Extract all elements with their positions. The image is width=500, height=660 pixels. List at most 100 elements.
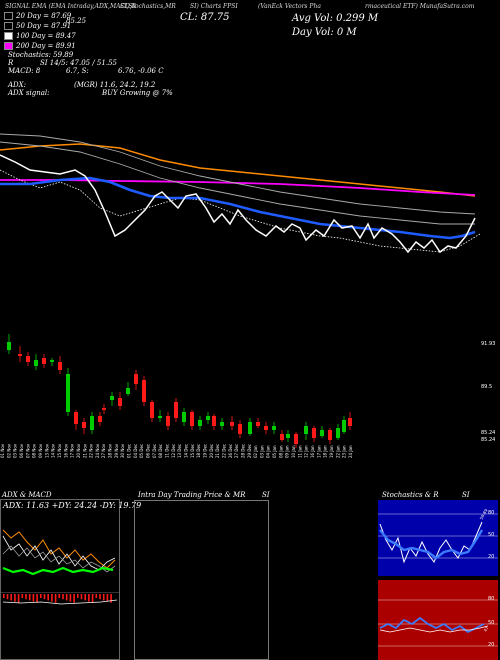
candle-body bbox=[280, 434, 284, 440]
candle-body bbox=[150, 402, 154, 418]
legend-label-50: 50 Day = 87.91 bbox=[16, 22, 72, 30]
candle-body bbox=[34, 360, 38, 366]
date-label: 24 Jan bbox=[348, 445, 353, 458]
date-label: 08 Dec bbox=[158, 444, 163, 458]
legend-label-200: 200 Day = 89.91 bbox=[16, 42, 76, 50]
adx-chart bbox=[2, 529, 116, 576]
rsi-current-value: 47 bbox=[483, 625, 490, 632]
date-label: 21 Dec bbox=[215, 444, 220, 458]
close-price: CL: 87.75 bbox=[180, 12, 230, 23]
candle-body bbox=[110, 396, 114, 400]
adx-line-orange bbox=[2, 529, 116, 569]
candle-body bbox=[348, 418, 352, 426]
macd-bar bbox=[58, 594, 61, 598]
macd-bar bbox=[102, 594, 105, 601]
date-label: 03 Jan bbox=[259, 445, 264, 458]
date-label: 19 Jan bbox=[329, 445, 334, 458]
date-label: 14 Dec bbox=[183, 444, 188, 458]
date-label: 15 Nov bbox=[57, 443, 62, 458]
legend-swatch-100 bbox=[4, 32, 13, 40]
candle-body bbox=[198, 420, 202, 426]
macd-bar bbox=[69, 594, 72, 602]
date-label: 12 Jan bbox=[304, 445, 309, 458]
macd-bar bbox=[73, 594, 75, 603]
rsi-line-blue bbox=[379, 616, 485, 634]
macd-values: 6.7, S: bbox=[66, 67, 89, 75]
rsi-line-white bbox=[379, 625, 489, 633]
date-label: 10 Jan bbox=[291, 445, 296, 458]
date-label: 29 Dec bbox=[247, 444, 252, 458]
macd-bar bbox=[99, 594, 101, 600]
candle-body bbox=[190, 412, 194, 426]
candle-body bbox=[286, 434, 290, 438]
date-label: 11 Jan bbox=[297, 445, 302, 458]
date-label: 01 Dec bbox=[127, 444, 132, 458]
date-label: 03 Nov bbox=[13, 443, 18, 458]
candle-body bbox=[294, 434, 298, 444]
candle-body bbox=[74, 412, 78, 424]
macd-bar bbox=[21, 594, 24, 598]
chart-title-1: SIGNAL EMA (EMA Intraday,ADX,MACD,R bbox=[5, 3, 137, 10]
candle-body bbox=[66, 374, 70, 412]
macd-bar bbox=[25, 594, 27, 600]
macd-bar bbox=[32, 594, 35, 602]
candle-body bbox=[336, 428, 340, 438]
price-axis-low: 85.24 bbox=[481, 430, 495, 436]
adx-values: (MGR) 11.6, 24.2, 19.2 bbox=[74, 81, 156, 89]
macd-chart bbox=[1, 592, 119, 605]
price-axis-top: 91.93 bbox=[481, 341, 495, 347]
ema-line-blue bbox=[0, 176, 476, 240]
candle-body bbox=[182, 412, 186, 422]
date-label: 18 Dec bbox=[196, 444, 201, 458]
date-label: 17 Nov bbox=[70, 443, 75, 458]
ema-line-gray-lower bbox=[0, 141, 475, 225]
stoch-axis-80: 80 bbox=[488, 510, 494, 516]
intraday-panel-title: Intra Day Trading Price & MR bbox=[138, 491, 246, 499]
stoch-k-line bbox=[379, 521, 483, 564]
intraday-panel-si: SI bbox=[262, 491, 270, 499]
price-line bbox=[0, 154, 476, 254]
macd-bar bbox=[84, 594, 86, 601]
macd-bar bbox=[28, 594, 31, 601]
macd-bar bbox=[91, 594, 94, 603]
legend-ema20: 20 Day = 87.69 bbox=[4, 12, 71, 20]
date-label: 11 Dec bbox=[165, 444, 170, 458]
legend-swatch-50 bbox=[4, 22, 13, 30]
avg-volume: Avg Vol: 0.299 M bbox=[292, 13, 379, 24]
stoch-rsi-panel: 80 50 20 59.89 80 50 20 47 bbox=[378, 500, 498, 660]
ema-line-200 bbox=[0, 179, 476, 196]
macd-bar bbox=[95, 594, 98, 598]
date-label: 17 Jan bbox=[316, 445, 321, 458]
candle-body bbox=[42, 358, 46, 364]
stoch-current-value: 59.89 bbox=[479, 508, 489, 521]
macd-bar bbox=[88, 594, 90, 602]
ema-line-orange bbox=[0, 143, 476, 197]
date-label: 28 Dec bbox=[240, 444, 245, 458]
stoch-axis-50: 50 bbox=[488, 532, 494, 538]
macd-bar bbox=[17, 594, 20, 603]
date-label: 06 Dec bbox=[146, 444, 151, 458]
candle-body bbox=[50, 360, 54, 362]
rsi-axis-50: 50 bbox=[488, 620, 494, 626]
date-label: 29 Nov bbox=[114, 443, 119, 458]
price-axis-mid: 89.5 bbox=[481, 384, 492, 390]
date-label: 02 Jan bbox=[253, 445, 258, 458]
date-label: 20 Dec bbox=[209, 444, 214, 458]
candle-body bbox=[238, 424, 242, 434]
date-label: 23 Jan bbox=[342, 445, 347, 458]
date-label: 24 Nov bbox=[95, 443, 100, 458]
macd-bar bbox=[77, 594, 79, 598]
candle-body bbox=[142, 380, 146, 402]
chart-title-5: rmaceutical ETF) MunafaSutra.com bbox=[365, 3, 475, 10]
macd-bar bbox=[10, 594, 12, 601]
candle-body bbox=[248, 422, 252, 434]
date-label: 06 Nov bbox=[19, 443, 24, 458]
ema-line-dotted bbox=[0, 169, 481, 253]
adx-panel-title: ADX & MACD bbox=[2, 491, 52, 499]
date-label: 13 Nov bbox=[44, 443, 49, 458]
chart-title-3: SI) Charts FPSI bbox=[190, 3, 238, 10]
stochastics-bg bbox=[378, 500, 498, 576]
legend-ema100: 100 Day = 89.47 bbox=[4, 32, 76, 40]
stochastics-chart: 80 50 20 59.89 bbox=[378, 500, 498, 576]
date-label: 07 Dec bbox=[152, 444, 157, 458]
